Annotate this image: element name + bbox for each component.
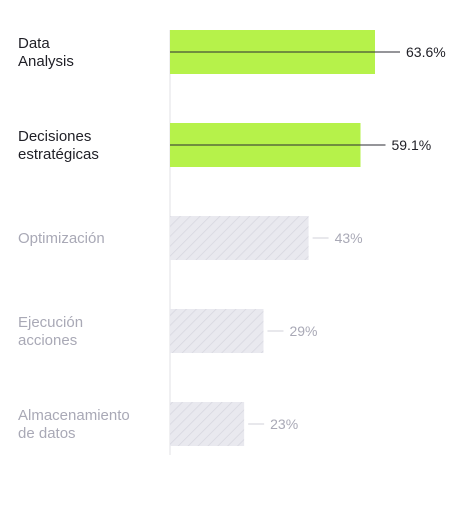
category-label-line: Analysis xyxy=(18,53,74,70)
category-label-line: Data xyxy=(18,35,50,52)
value-label: 43% xyxy=(335,230,363,246)
category-label-line: de datos xyxy=(18,425,76,442)
category-label-line: Almacenamiento xyxy=(18,407,130,424)
category-label-line: acciones xyxy=(18,332,77,349)
category-label: Optimización xyxy=(18,230,105,247)
category-label-line: Ejecución xyxy=(18,314,83,331)
category-label: Ejecución acciones xyxy=(18,314,83,349)
bar xyxy=(170,216,309,260)
category-label-line: estratégicas xyxy=(18,146,99,163)
category-label: Data Analysis xyxy=(18,35,74,70)
bar xyxy=(170,402,245,446)
category-label: Decisiones estratégicas xyxy=(18,128,99,163)
bar xyxy=(170,309,264,353)
value-label: 63.6% xyxy=(406,44,446,60)
value-label: 23% xyxy=(270,416,298,432)
category-label-line: Optimización xyxy=(18,230,105,247)
value-label: 29% xyxy=(289,323,317,339)
category-label: Almacenamiento de datos xyxy=(18,407,130,442)
value-label: 59.1% xyxy=(391,137,431,153)
category-label-line: Decisiones xyxy=(18,128,91,145)
